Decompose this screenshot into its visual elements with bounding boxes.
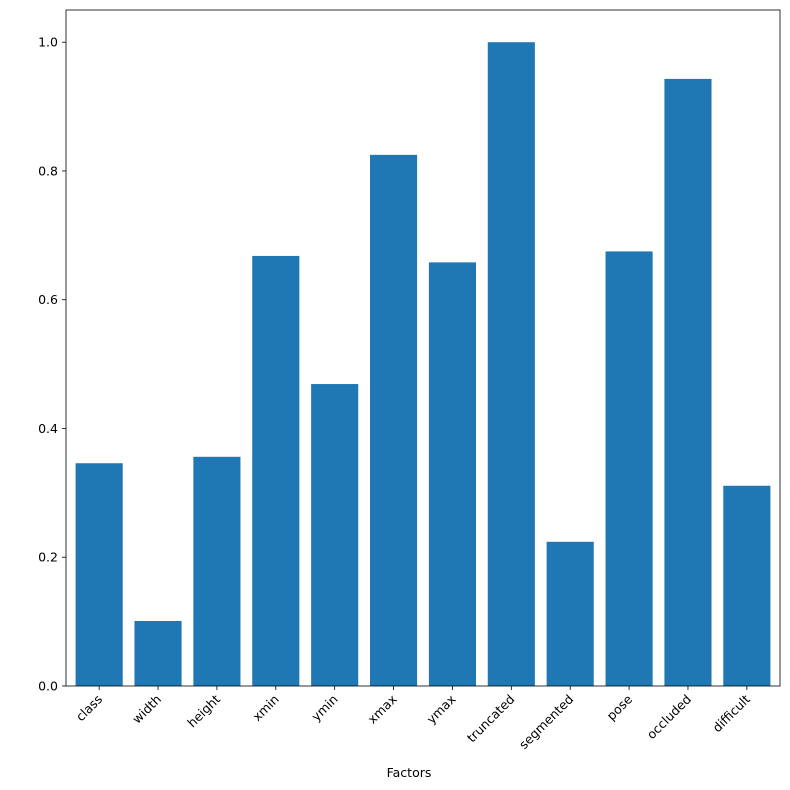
- bar: [193, 456, 241, 686]
- x-tick-label: ymin: [308, 692, 341, 725]
- x-axis-label: Factors: [387, 765, 432, 780]
- y-tick-label: 0.0: [38, 679, 58, 694]
- x-tick-label: xmin: [249, 692, 282, 725]
- x-tick-label: height: [184, 691, 223, 730]
- x-tick-label: truncated: [464, 692, 518, 746]
- y-tick-label: 0.4: [38, 421, 58, 436]
- y-tick-label: 0.6: [38, 292, 58, 307]
- bar: [664, 78, 712, 686]
- bar: [75, 463, 123, 686]
- x-tick-label: occluded: [644, 692, 694, 742]
- x-tick-label: ymax: [423, 692, 458, 727]
- bar: [428, 262, 476, 686]
- bar: [311, 384, 359, 686]
- x-tick-label: pose: [604, 691, 636, 723]
- bar: [487, 42, 535, 686]
- x-tick-label: class: [73, 692, 106, 725]
- bar: [370, 154, 418, 686]
- x-tick-label: difficult: [709, 691, 753, 735]
- bar: [723, 485, 771, 686]
- x-tick-label: width: [129, 692, 164, 727]
- plot-frame: [65, 9, 781, 687]
- bar: [252, 255, 300, 686]
- bar: [134, 620, 182, 686]
- x-tick-label: xmax: [365, 692, 400, 727]
- y-tick-label: 1.0: [38, 35, 58, 50]
- bar: [546, 541, 594, 686]
- bar: [605, 251, 653, 686]
- y-tick-label: 0.8: [38, 163, 58, 178]
- y-tick-label: 0.2: [38, 550, 58, 565]
- x-tick-label: segmented: [516, 692, 576, 752]
